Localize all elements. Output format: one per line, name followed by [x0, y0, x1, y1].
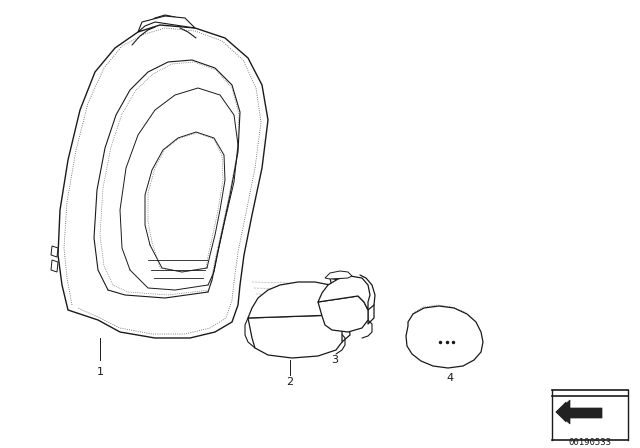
Polygon shape [248, 315, 342, 358]
Polygon shape [51, 246, 58, 257]
Polygon shape [51, 260, 58, 272]
Text: 00190533: 00190533 [568, 438, 611, 447]
Polygon shape [556, 400, 570, 424]
Text: 4: 4 [447, 373, 454, 383]
Polygon shape [318, 276, 370, 310]
Polygon shape [556, 402, 602, 422]
Text: 3: 3 [332, 355, 339, 365]
Polygon shape [138, 16, 195, 32]
Polygon shape [248, 282, 340, 322]
Polygon shape [330, 278, 350, 322]
Polygon shape [318, 296, 368, 332]
Polygon shape [58, 25, 268, 338]
Polygon shape [406, 306, 483, 368]
Text: 2: 2 [287, 377, 294, 387]
Text: 1: 1 [97, 367, 104, 377]
Polygon shape [325, 271, 352, 279]
